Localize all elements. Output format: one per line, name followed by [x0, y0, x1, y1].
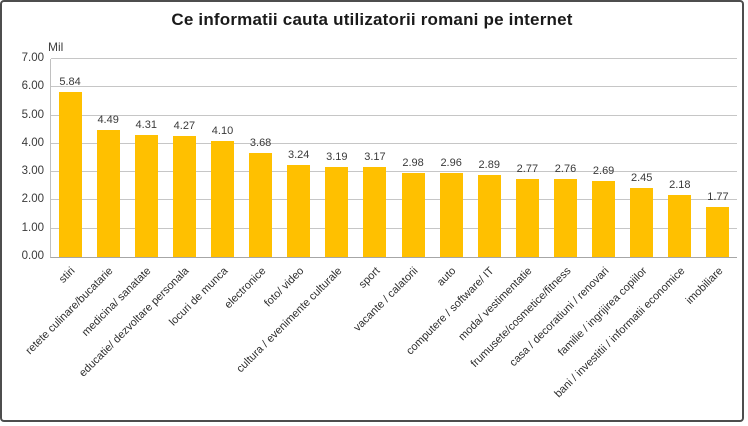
bar [668, 195, 692, 257]
bar-value-label: 2.96 [440, 157, 462, 170]
gridline [51, 142, 737, 144]
bar-value-label: 4.31 [135, 119, 157, 132]
y-tick-label: 5.00 [21, 108, 44, 121]
gridline [51, 199, 737, 201]
bar [249, 152, 273, 257]
gridline [51, 58, 737, 59]
bar-value-label: 3.24 [288, 149, 310, 162]
bar [401, 172, 425, 257]
bar-value-label: 2.77 [516, 162, 539, 175]
bar [287, 165, 311, 257]
y-tick-label: 4.00 [21, 136, 44, 149]
bar [96, 130, 120, 257]
bar [554, 178, 577, 257]
y-tick-label: 2.00 [21, 193, 44, 206]
bar-value-label: 2.18 [669, 179, 691, 192]
y-tick-label: 7.00 [21, 52, 44, 64]
bar-value-label: 5.84 [59, 75, 81, 88]
bar-value-label: 4.27 [173, 120, 196, 133]
gridline [51, 227, 737, 229]
bar-value-label: 2.69 [592, 164, 615, 177]
bar-value-label: 3.17 [364, 151, 386, 164]
bar [134, 135, 158, 257]
gridline [51, 171, 737, 173]
bar [211, 141, 234, 257]
bar-value-label: 3.68 [249, 136, 272, 149]
bar [706, 206, 730, 257]
gridline [51, 86, 737, 88]
bar-value-label: 2.89 [478, 159, 500, 172]
bar-value-label: 1.77 [707, 190, 729, 203]
bar-value-label: 2.98 [402, 156, 424, 169]
chart-title: Ce informatii cauta utilizatorii romani … [171, 10, 573, 29]
bar [58, 91, 82, 257]
bar [172, 136, 196, 257]
bar-value-label: 4.10 [211, 125, 234, 138]
bar-value-label: 2.45 [631, 171, 653, 184]
bar [592, 180, 616, 257]
bar [325, 166, 349, 257]
bar [477, 175, 501, 257]
bar-value-label: 2.76 [554, 162, 577, 175]
bar [439, 173, 463, 257]
bar [630, 187, 654, 257]
bar-value-label: 4.49 [97, 114, 119, 126]
y-tick-label: 3.00 [21, 165, 44, 178]
y-tick-label: 0.00 [21, 250, 44, 262]
plot-area: 5.84 4.49 4.31 4.27 4.10 3.68 3.24 3.19 3.17 2.98… [50, 58, 737, 258]
bar-value-label: 3.19 [326, 150, 348, 163]
bar [515, 178, 539, 257]
y-tick-label: 1.00 [21, 221, 44, 234]
bar [363, 167, 387, 257]
gridline [51, 114, 737, 116]
y-axis-unit-label: Mil [48, 40, 64, 54]
y-tick-label: 6.00 [21, 80, 44, 93]
